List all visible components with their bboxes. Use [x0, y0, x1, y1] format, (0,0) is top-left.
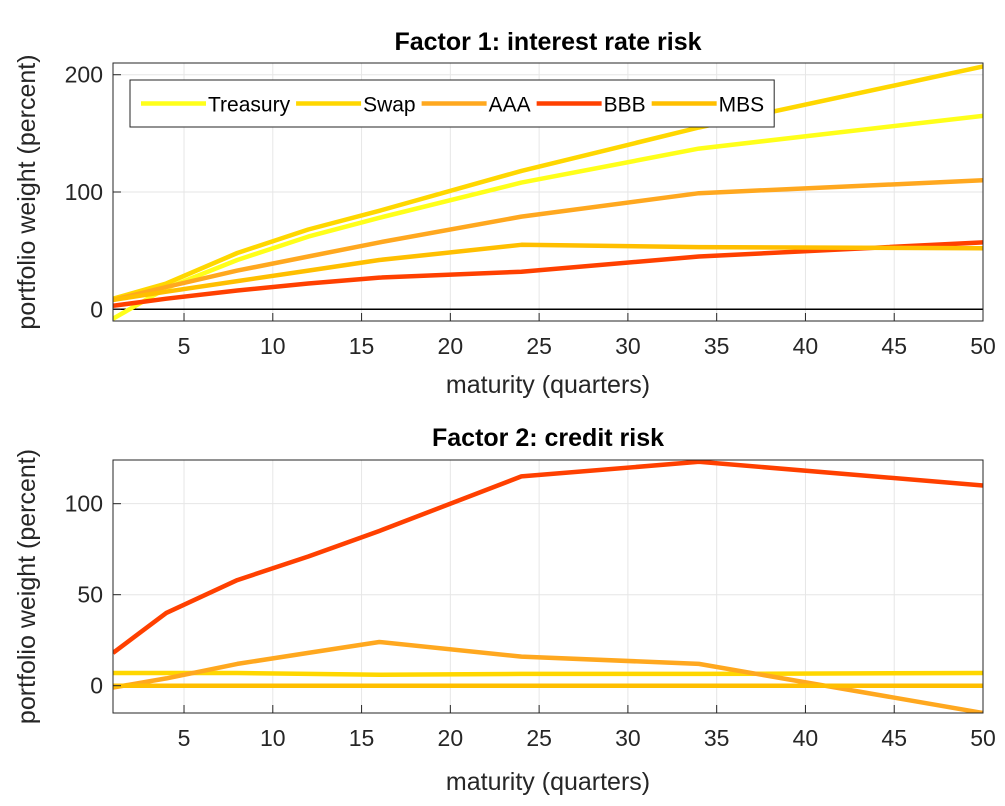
x-tick-label: 20 [438, 333, 464, 359]
chart-2: 5 10 15 20 25 30 35 40 45 50 0 50 100 Factor 2: credi… [13, 424, 996, 796]
x-tick-label: 20 [438, 725, 464, 751]
y-tick-label: 50 [77, 582, 103, 608]
series-line-bbb [113, 240, 983, 309]
x-tick-label: 5 [178, 333, 191, 359]
plot-frame [112, 459, 984, 714]
x-axis-label: maturity (quarters) [446, 768, 650, 796]
x-tick-label: 45 [881, 333, 907, 359]
chart-1: 5 10 15 20 25 30 35 40 45 50 0 100 200 Factor 1: inte… [13, 28, 996, 399]
x-tick-label: 40 [793, 725, 819, 751]
x-tick-label: 25 [526, 725, 552, 751]
legend-entry-treasury: Treasury [208, 94, 291, 117]
legend-entry-mbs: MBS [719, 94, 765, 117]
chart-title: Factor 1: interest rate risk [394, 28, 701, 56]
y-axis-label: portfolio weight (percent) [13, 449, 41, 724]
series-line-aaa [113, 178, 983, 303]
x-tick-label: 50 [970, 725, 996, 751]
series-line-swap [113, 670, 983, 678]
legend-entry-swap: Swap [363, 94, 416, 117]
series-group [113, 64, 983, 321]
x-tick-label: 30 [615, 333, 641, 359]
legend-entry-bbb: BBB [604, 94, 646, 117]
y-tick-label: 200 [65, 62, 103, 88]
x-tick-label: 5 [178, 725, 191, 751]
y-tick-label: 100 [65, 491, 103, 517]
series-line-bbb [113, 460, 983, 655]
y-tick-label: 0 [90, 673, 103, 699]
y-tick-label: 0 [90, 296, 103, 322]
x-tick-label: 10 [260, 333, 286, 359]
legend: Treasury Swap AAA BBB MBS [129, 79, 775, 128]
x-tick-label: 25 [526, 333, 552, 359]
series-line-swap [113, 64, 983, 301]
x-tick-label: 30 [615, 725, 641, 751]
y-axis-label: portfolio weight (percent) [13, 54, 41, 329]
series-line-aaa [113, 639, 983, 713]
x-tick-label: 40 [793, 333, 819, 359]
x-tick-label: 50 [970, 333, 996, 359]
x-tick-label: 35 [704, 333, 730, 359]
series-line-mbs [113, 242, 983, 303]
x-tick-label: 10 [260, 725, 286, 751]
x-tick-label: 15 [349, 333, 375, 359]
ticks: 5 10 15 20 25 30 35 40 45 50 0 50 100 [65, 491, 996, 751]
series-group [113, 460, 983, 713]
x-axis-label: maturity (quarters) [446, 371, 650, 399]
chart-title: Factor 2: credit risk [432, 424, 664, 452]
x-tick-label: 35 [704, 725, 730, 751]
ticks: 5 10 15 20 25 30 35 40 45 50 0 100 200 [65, 62, 996, 359]
x-tick-label: 45 [881, 725, 907, 751]
y-tick-label: 100 [65, 179, 103, 205]
x-tick-label: 15 [349, 725, 375, 751]
legend-entry-aaa: AAA [489, 94, 531, 117]
